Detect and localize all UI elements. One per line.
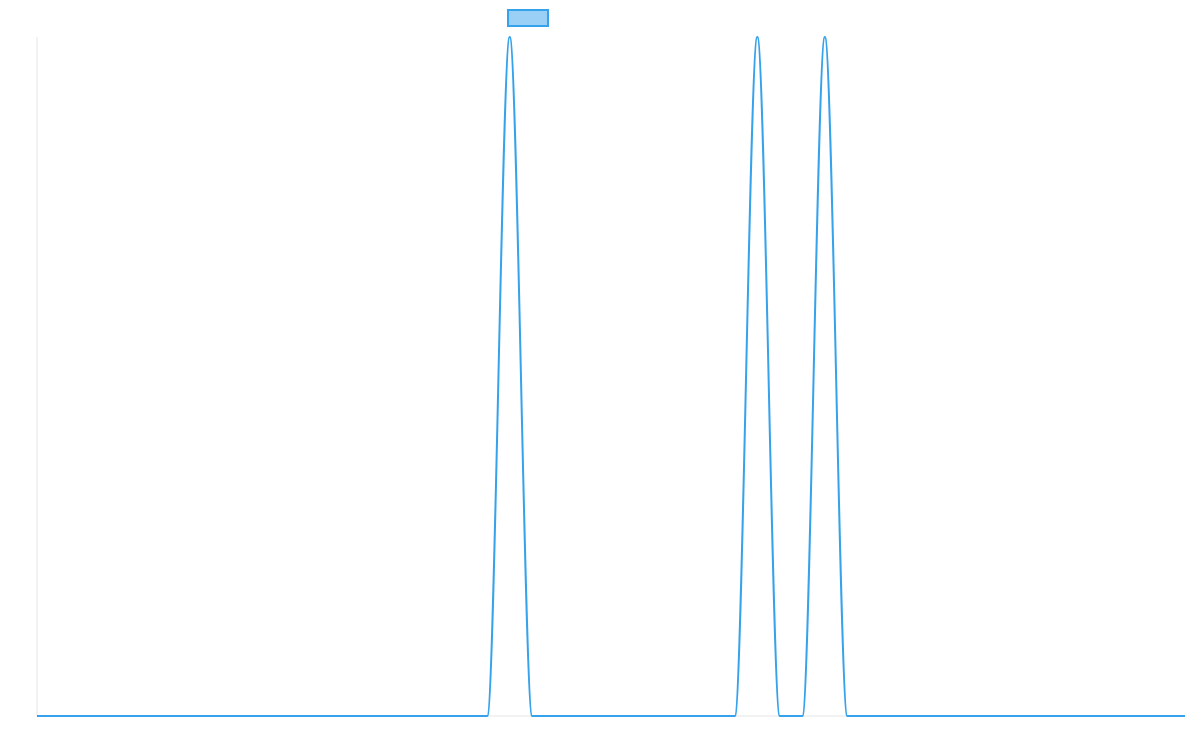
data-point[interactable] (124, 713, 130, 719)
data-point[interactable] (304, 713, 310, 719)
data-point[interactable] (462, 713, 468, 719)
data-point[interactable] (574, 713, 580, 719)
series-layer (34, 34, 1188, 719)
legend[interactable] (507, 9, 549, 27)
data-point[interactable] (732, 713, 738, 719)
data-point[interactable] (529, 713, 535, 719)
data-point[interactable] (1047, 713, 1053, 719)
data-point[interactable] (34, 713, 40, 719)
data-point[interactable] (484, 713, 490, 719)
data-point[interactable] (79, 713, 85, 719)
data-point[interactable] (912, 713, 918, 719)
axes (36, 37, 1185, 717)
data-point[interactable] (664, 713, 670, 719)
data-point[interactable] (147, 713, 153, 719)
data-point[interactable] (867, 713, 873, 719)
data-point[interactable] (1137, 713, 1143, 719)
data-point[interactable] (1114, 713, 1120, 719)
data-point[interactable] (394, 713, 400, 719)
data-point[interactable] (237, 713, 243, 719)
data-point[interactable] (1002, 713, 1008, 719)
data-point[interactable] (1069, 713, 1075, 719)
data-point[interactable] (979, 713, 985, 719)
data-point[interactable] (1182, 713, 1188, 719)
data-point[interactable] (889, 713, 895, 719)
data-point[interactable] (327, 713, 333, 719)
data-point[interactable] (169, 713, 175, 719)
data-point[interactable] (642, 713, 648, 719)
data-point[interactable] (372, 713, 378, 719)
data-point[interactable] (799, 713, 805, 719)
data-point[interactable] (1159, 713, 1165, 719)
data-point[interactable] (597, 713, 603, 719)
data-point[interactable] (934, 713, 940, 719)
data-point[interactable] (349, 713, 355, 719)
data-point[interactable] (687, 713, 693, 719)
data-point[interactable] (552, 713, 558, 719)
legend-swatch[interactable] (507, 9, 549, 27)
data-point[interactable] (102, 713, 108, 719)
data-point[interactable] (822, 34, 828, 40)
data-point[interactable] (282, 713, 288, 719)
data-point[interactable] (709, 713, 715, 719)
data-point[interactable] (417, 713, 423, 719)
data-point[interactable] (957, 713, 963, 719)
series-line (37, 36, 1185, 717)
data-point[interactable] (844, 713, 850, 719)
data-point[interactable] (57, 713, 63, 719)
data-point[interactable] (259, 713, 265, 719)
data-point[interactable] (214, 713, 220, 719)
data-point[interactable] (1092, 713, 1098, 719)
data-point[interactable] (619, 713, 625, 719)
data-point[interactable] (507, 34, 513, 40)
data-point[interactable] (754, 34, 760, 40)
data-point[interactable] (1024, 713, 1030, 719)
data-point[interactable] (777, 713, 783, 719)
data-point[interactable] (192, 713, 198, 719)
data-point[interactable] (439, 713, 445, 719)
